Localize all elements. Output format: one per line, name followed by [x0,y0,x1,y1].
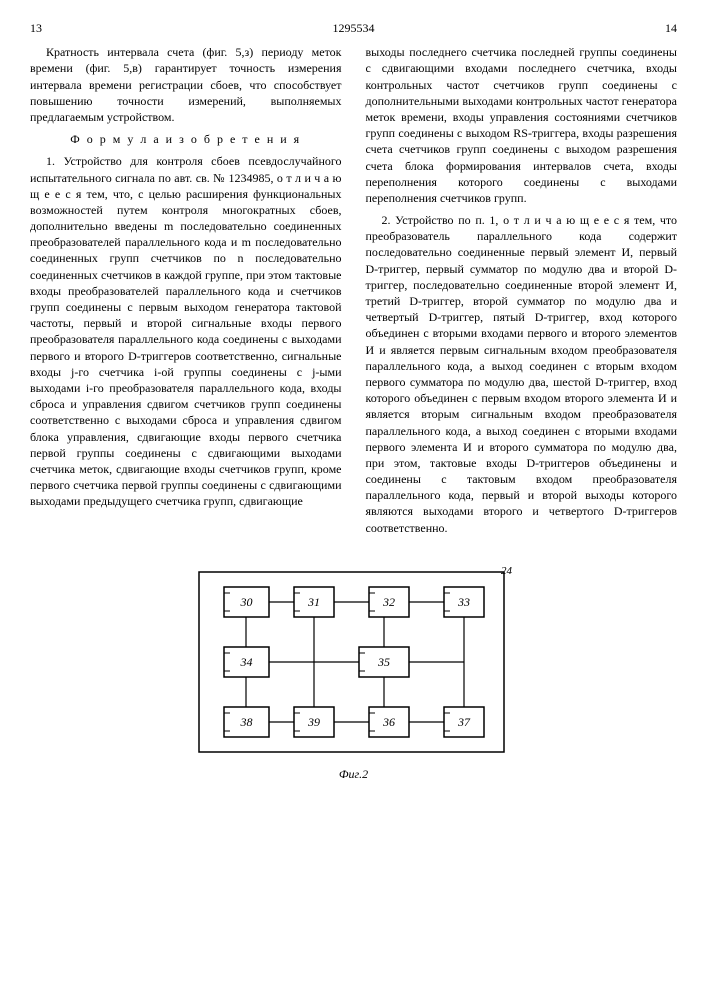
svg-text:33: 33 [457,595,470,609]
figure-label: Фиг.2 [30,766,677,782]
outer-label: 24 [501,565,513,577]
svg-text:36: 36 [382,715,395,729]
svg-text:39: 39 [307,715,320,729]
two-column-layout: Кратность интервала счета (фиг. 5,з) пер… [30,44,677,542]
left-column: Кратность интервала счета (фиг. 5,з) пер… [30,44,342,542]
page-header: 13 1295534 14 [30,20,677,36]
figure-2: 24 30 31 32 33 34 35 38 39 36 37 Фиг.2 [30,562,677,782]
svg-text:37: 37 [457,715,471,729]
paragraph: 2. Устройство по п. 1, о т л и ч а ю щ е… [366,212,678,536]
paragraph: 1. Устройство для контроля сбоев псевдос… [30,153,342,509]
paragraph: Кратность интервала счета (фиг. 5,з) пер… [30,44,342,125]
svg-text:32: 32 [382,595,395,609]
svg-text:30: 30 [239,595,252,609]
page-number-right: 14 [665,20,677,36]
doc-number: 1295534 [333,20,375,36]
paragraph: выходы последнего счетчика последней гру… [366,44,678,206]
svg-text:34: 34 [239,655,252,669]
block-diagram: 24 30 31 32 33 34 35 38 39 36 37 [184,562,524,762]
svg-text:35: 35 [377,655,390,669]
svg-text:38: 38 [239,715,252,729]
page-number-left: 13 [30,20,42,36]
right-column: выходы последнего счетчика последней гру… [366,44,678,542]
formula-heading: Ф о р м у л а и з о б р е т е н и я [30,131,342,147]
svg-text:31: 31 [307,595,320,609]
